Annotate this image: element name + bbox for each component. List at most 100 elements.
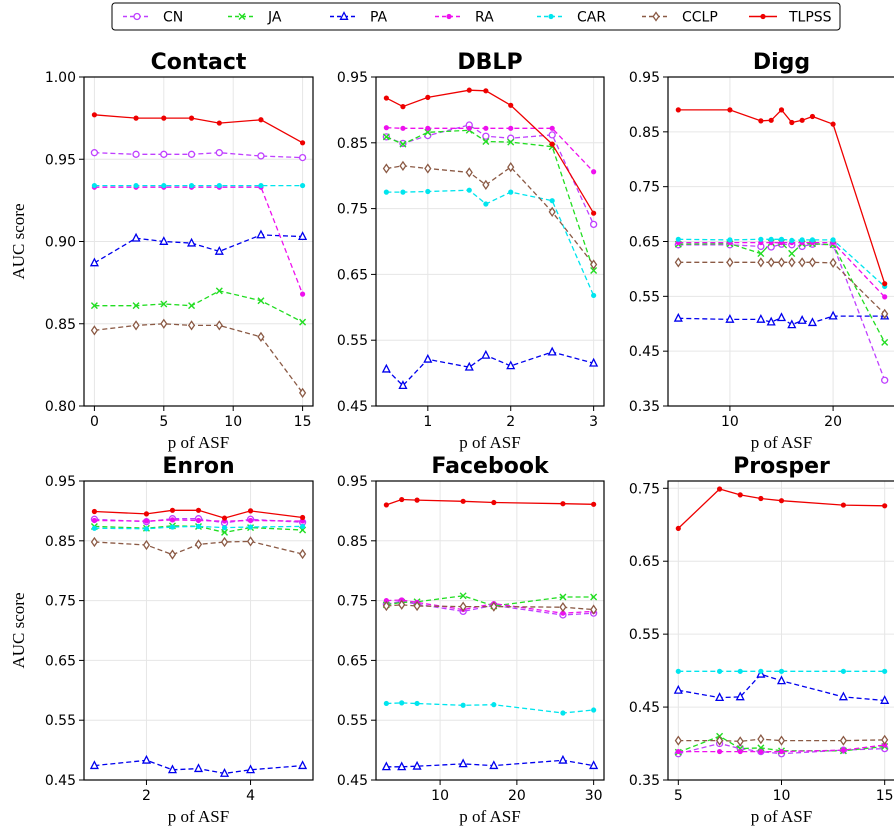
data-point (188, 302, 196, 310)
data-point (716, 486, 723, 492)
y-tick-label: 0.65 (337, 267, 368, 283)
data-point (91, 182, 98, 189)
data-point (482, 132, 490, 140)
data-point (768, 117, 774, 123)
data-point (160, 300, 168, 308)
data-point (715, 735, 724, 746)
data-point (195, 523, 202, 530)
data-point (559, 593, 567, 601)
data-point (299, 182, 306, 189)
data-point (591, 707, 597, 713)
data-point (808, 257, 817, 268)
data-point (778, 107, 785, 113)
data-point (220, 536, 229, 548)
series-line (94, 234, 303, 264)
data-point (383, 700, 389, 707)
y-tick-label: 0.75 (629, 481, 660, 497)
y-tick-label: 0.95 (45, 152, 76, 168)
data-point (298, 231, 308, 241)
data-point (549, 141, 555, 147)
data-point (767, 257, 775, 268)
data-point (414, 700, 420, 707)
series-ra (675, 239, 888, 300)
series-line (94, 290, 303, 323)
series-ra (383, 125, 597, 175)
panel-digg: 10 20 0.35 0.45 0.55 0.65 0.75 0.85 0.95 Digg p of… (629, 50, 894, 452)
data-point (589, 220, 598, 229)
data-point (247, 517, 254, 524)
data-point (299, 318, 307, 326)
y-tick-label: 0.95 (45, 474, 76, 490)
data-point (397, 761, 407, 771)
x-tick-label: 4 (246, 788, 255, 804)
x-tick-label: 10 (721, 414, 739, 430)
data-point (299, 523, 306, 530)
panel-title: Contact (151, 50, 247, 75)
data-point (216, 182, 222, 189)
data-point (778, 668, 785, 674)
data-point (425, 94, 431, 100)
data-point (777, 257, 786, 268)
data-point (91, 508, 98, 515)
data-point (425, 188, 431, 195)
series-line (678, 243, 886, 381)
legend-marker (446, 13, 452, 20)
data-point (195, 517, 202, 524)
y-tick-label: 0.95 (337, 474, 368, 490)
series-pa (381, 754, 599, 771)
panel-title: Digg (753, 50, 810, 75)
x-axis-label: p of ASF (168, 807, 229, 826)
series-line (94, 186, 304, 295)
data-point (882, 281, 888, 287)
y-tick-label: 0.55 (629, 627, 660, 643)
data-point (159, 236, 169, 245)
data-point (797, 315, 807, 324)
x-tick-label: 10 (224, 414, 242, 430)
data-point (768, 236, 774, 242)
y-tick-label: 0.45 (629, 344, 660, 360)
data-point (247, 524, 254, 530)
data-point (221, 515, 228, 521)
data-point (398, 380, 408, 390)
data-point (298, 760, 308, 770)
y-tick-label: 1.00 (45, 70, 76, 86)
data-point (548, 131, 556, 139)
grid (376, 480, 604, 781)
data-point (736, 736, 744, 747)
data-point (725, 313, 735, 323)
plot-frame (375, 480, 605, 781)
data-point (141, 754, 152, 764)
data-point (425, 125, 431, 131)
data-point (258, 117, 264, 123)
y-tick-label: 0.85 (337, 136, 368, 152)
series-ra (91, 517, 306, 524)
data-point (460, 702, 466, 708)
data-point (257, 152, 265, 160)
data-point (675, 668, 681, 674)
series-line (678, 241, 886, 343)
data-point (90, 536, 99, 548)
series-line (386, 165, 595, 265)
y-tick-label: 0.80 (45, 399, 76, 415)
data-point (589, 760, 599, 770)
data-point (482, 179, 490, 191)
data-point (413, 600, 421, 612)
data-point (215, 287, 223, 295)
series-pa (673, 668, 890, 704)
legend-marker (133, 12, 141, 21)
data-point (193, 763, 204, 773)
legend-marker (760, 13, 766, 20)
data-point (298, 387, 307, 398)
series-car (91, 523, 306, 532)
y-tick-label: 0.85 (337, 534, 368, 550)
series-line (678, 315, 885, 326)
data-point (840, 668, 847, 674)
data-point (383, 189, 389, 195)
data-point (675, 748, 681, 755)
data-point (400, 189, 406, 195)
legend-label: CN (163, 10, 183, 26)
data-point (143, 526, 150, 532)
data-point (508, 102, 514, 108)
data-point (132, 302, 140, 310)
legend-marker (238, 13, 246, 20)
